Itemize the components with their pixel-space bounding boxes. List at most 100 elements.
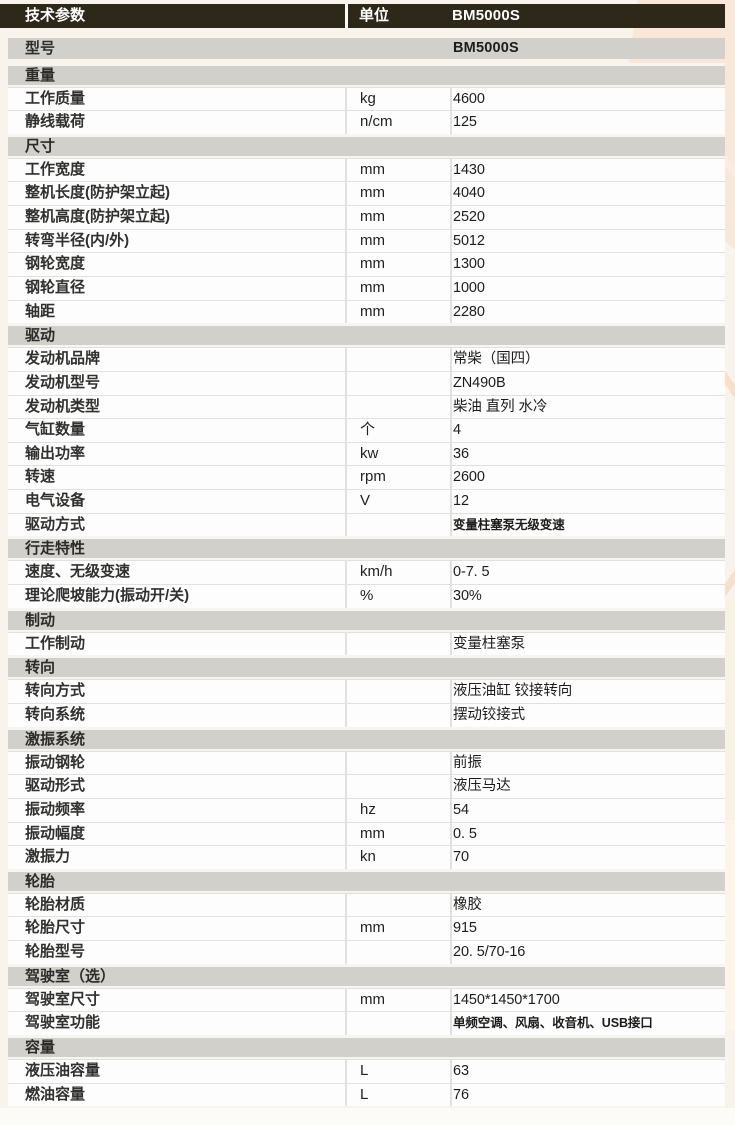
spec-row: 钢轮直径 mm 1000 xyxy=(8,275,725,300)
spec-value: 柴油 直列 水冷 xyxy=(453,398,548,415)
spec-row: 转速 rpm 2600 xyxy=(8,465,725,490)
spec-value: 12 xyxy=(453,493,469,510)
spec-value: 橡胶 xyxy=(453,896,482,913)
spec-value: 70 xyxy=(453,849,469,866)
section-header: 重量 xyxy=(8,62,725,87)
spec-row: 电气设备 V 12 xyxy=(8,489,725,513)
section-header: 容量 xyxy=(8,1035,725,1059)
spec-label: 激振力 xyxy=(25,848,71,866)
spec-row: 发动机品牌 常柴（国四） xyxy=(8,347,725,371)
spec-label: 液压油容量 xyxy=(25,1062,101,1079)
spec-unit: kg xyxy=(360,89,376,107)
spec-label: 静线载荷 xyxy=(25,113,86,131)
spec-row: 输出功率 kw 36 xyxy=(8,441,725,466)
spec-label: 钢轮直径 xyxy=(25,278,86,296)
spec-row: 液压油容量 L 63 xyxy=(8,1059,725,1083)
spec-row: 驾驶室尺寸 mm 1450*1450*1700 xyxy=(8,987,725,1012)
spec-row: 气缸数量 个 4 xyxy=(8,418,725,442)
spec-label: 理论爬坡能力(振动开/关) xyxy=(25,587,190,605)
spec-row: 轮胎材质 橡胶 xyxy=(8,892,725,917)
spec-unit: km/h xyxy=(360,563,393,581)
spec-value: 4600 xyxy=(453,90,485,107)
spec-row: 振动幅度 mm 0. 5 xyxy=(8,821,725,846)
spec-row: 振动钢轮 前振 xyxy=(8,750,725,775)
spec-value: 单频空调、风扇、收音机、USB接口 xyxy=(453,1016,653,1031)
spec-label: 发动机型号 xyxy=(25,373,101,391)
section-header: 尺寸 xyxy=(8,133,725,158)
spec-row: 发动机型号 ZN490B xyxy=(8,370,725,395)
spec-unit: L xyxy=(360,1085,369,1103)
spec-label: 电气设备 xyxy=(25,492,86,510)
spec-label: 轮胎材质 xyxy=(25,895,86,913)
spec-value: 2280 xyxy=(453,303,485,320)
spec-label: 工作制动 xyxy=(25,634,86,652)
spec-value: 4 xyxy=(453,422,461,439)
spec-value: 变量柱塞泵 xyxy=(453,635,525,652)
spec-row: 转向方式 液压油缸 铰接转向 xyxy=(8,679,725,703)
section-header: 轮胎 xyxy=(8,868,725,893)
spec-row: 驱动方式 变量柱塞泵无级变速 xyxy=(8,512,725,537)
spec-value: 4040 xyxy=(453,185,485,202)
section-header: 制动 xyxy=(8,607,725,632)
spec-value: 30% xyxy=(453,588,482,605)
spec-value: 76 xyxy=(453,1086,469,1103)
section-title: 行走特性 xyxy=(25,540,86,558)
header-column-divider xyxy=(345,4,348,28)
spec-label: 轮胎尺寸 xyxy=(25,919,86,937)
spec-unit: mm xyxy=(360,184,385,202)
spec-row: 燃油容量 L 76 xyxy=(8,1082,725,1107)
spec-row: 钢轮宽度 mm 1300 xyxy=(8,252,725,276)
spec-row: 速度、无级变速 km/h 0-7. 5 xyxy=(8,560,725,585)
spec-unit: mm xyxy=(360,824,385,842)
spec-label: 发动机类型 xyxy=(25,397,101,415)
spec-label: 轴距 xyxy=(25,302,56,320)
spec-value: 摆动铰接式 xyxy=(453,706,525,723)
spec-label: 工作质量 xyxy=(25,89,86,107)
model-row: 型号 BM5000S xyxy=(8,38,725,59)
spec-label: 振动幅度 xyxy=(25,824,86,842)
spec-label: 整机高度(防护架立起) xyxy=(25,208,170,226)
spec-unit: mm xyxy=(360,208,385,226)
spec-row: 轮胎型号 20. 5/70-16 xyxy=(8,940,725,964)
spec-row: 静线载荷 n/cm 125 xyxy=(8,110,725,134)
spec-sections: 重量 工作质量 kg 4600 静线载荷 n/cm 125 尺寸 工作宽度 mm 1430 整机长度(… xyxy=(8,62,725,1107)
section-title: 尺寸 xyxy=(25,137,56,155)
section-title: 轮胎 xyxy=(25,872,56,890)
spec-unit: n/cm xyxy=(360,113,393,131)
spec-unit: L xyxy=(360,1062,369,1079)
spec-unit: % xyxy=(360,587,374,605)
section-title: 重量 xyxy=(25,66,56,84)
spec-value: 0. 5 xyxy=(453,825,477,842)
section-title: 转向 xyxy=(25,659,56,677)
spec-row: 整机长度(防护架立起) mm 4040 xyxy=(8,181,725,206)
spec-unit: mm xyxy=(360,231,385,249)
spec-unit: V xyxy=(360,492,371,510)
spec-value: 63 xyxy=(453,1063,469,1079)
spec-row: 工作宽度 mm 1430 xyxy=(8,157,725,182)
spec-value: 2520 xyxy=(453,209,485,226)
spec-value: 1300 xyxy=(453,256,485,273)
model-value: BM5000S xyxy=(453,40,519,56)
spec-row: 工作制动 变量柱塞泵 xyxy=(8,631,725,656)
spec-value: 2600 xyxy=(453,469,485,486)
spec-row: 转弯半径(内/外) mm 5012 xyxy=(8,228,725,253)
spec-row: 振动频率 hz 54 xyxy=(8,797,725,822)
spec-value: 1430 xyxy=(453,161,485,178)
spec-unit: rpm xyxy=(360,468,386,486)
table-header: 技术参数 单位 BM5000S xyxy=(0,4,725,28)
spec-label: 气缸数量 xyxy=(25,421,86,439)
spec-label: 轮胎型号 xyxy=(25,943,86,961)
section-title: 激振系统 xyxy=(25,730,86,748)
spec-label: 速度、无级变速 xyxy=(25,563,131,581)
header-model-value: BM5000S xyxy=(452,7,521,24)
spec-label: 驱动方式 xyxy=(25,515,86,533)
spec-row: 工作质量 kg 4600 xyxy=(8,86,725,111)
spec-value: 0-7. 5 xyxy=(453,564,490,581)
spec-label: 输出功率 xyxy=(25,444,86,462)
spec-label: 驾驶室尺寸 xyxy=(25,990,101,1008)
header-param-label: 技术参数 xyxy=(25,7,86,24)
spec-unit: kn xyxy=(360,848,376,866)
section-title: 驾驶室（选） xyxy=(25,967,116,985)
spec-value: 36 xyxy=(453,445,469,462)
spec-unit: 个 xyxy=(360,421,376,439)
